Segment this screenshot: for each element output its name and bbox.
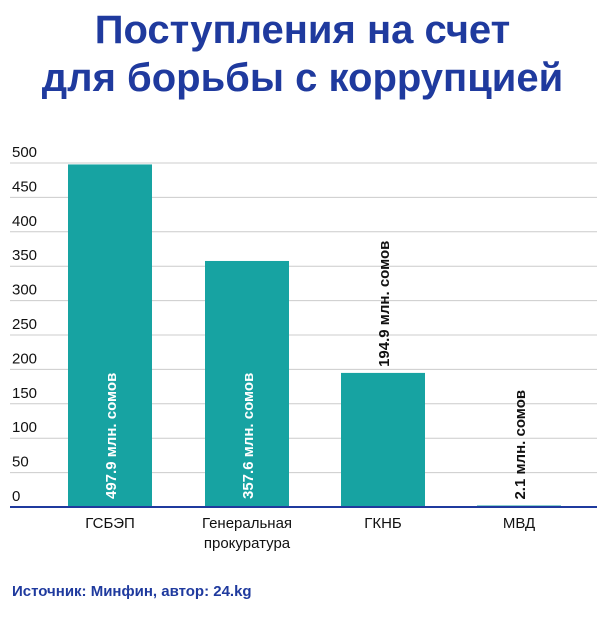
- y-tick-label: 250: [12, 316, 37, 333]
- y-tick-label: 450: [12, 178, 37, 195]
- data-label-0: 497.9 млн. сомов: [103, 373, 120, 499]
- data-label-1: 357.6 млн. сомов: [240, 373, 257, 499]
- category-label-3: МВД: [503, 515, 535, 532]
- chart-title: Поступления на счет для борьбы с коррупц…: [0, 6, 605, 102]
- source-note: Источник: Минфин, автор: 24.kg: [12, 583, 252, 600]
- y-tick-label: 150: [12, 385, 37, 402]
- y-tick-label: 500: [12, 144, 37, 161]
- category-label-1: прокуратура: [204, 535, 291, 552]
- chart-title-line1: Поступления на счет: [94, 8, 511, 52]
- category-label-2: ГКНБ: [364, 515, 402, 532]
- bar-2: [341, 372, 425, 507]
- bar-1: [205, 260, 289, 507]
- y-tick-label: 100: [12, 419, 37, 436]
- data-label-3: 2.1 млн. сомов: [512, 390, 529, 500]
- chart-title-line2: для борьбы с коррупцией: [41, 56, 564, 100]
- bar-0: [68, 164, 152, 507]
- data-label-2: 194.9 млн. сомов: [376, 241, 393, 367]
- y-tick-label: 0: [12, 488, 20, 505]
- category-label-0: ГСБЭП: [85, 515, 135, 532]
- y-tick-label: 350: [12, 247, 37, 264]
- y-tick-label: 50: [12, 454, 29, 471]
- y-tick-label: 300: [12, 282, 37, 299]
- y-tick-label: 400: [12, 213, 37, 230]
- category-label-1: Генеральная: [202, 515, 292, 532]
- y-tick-label: 200: [12, 350, 37, 367]
